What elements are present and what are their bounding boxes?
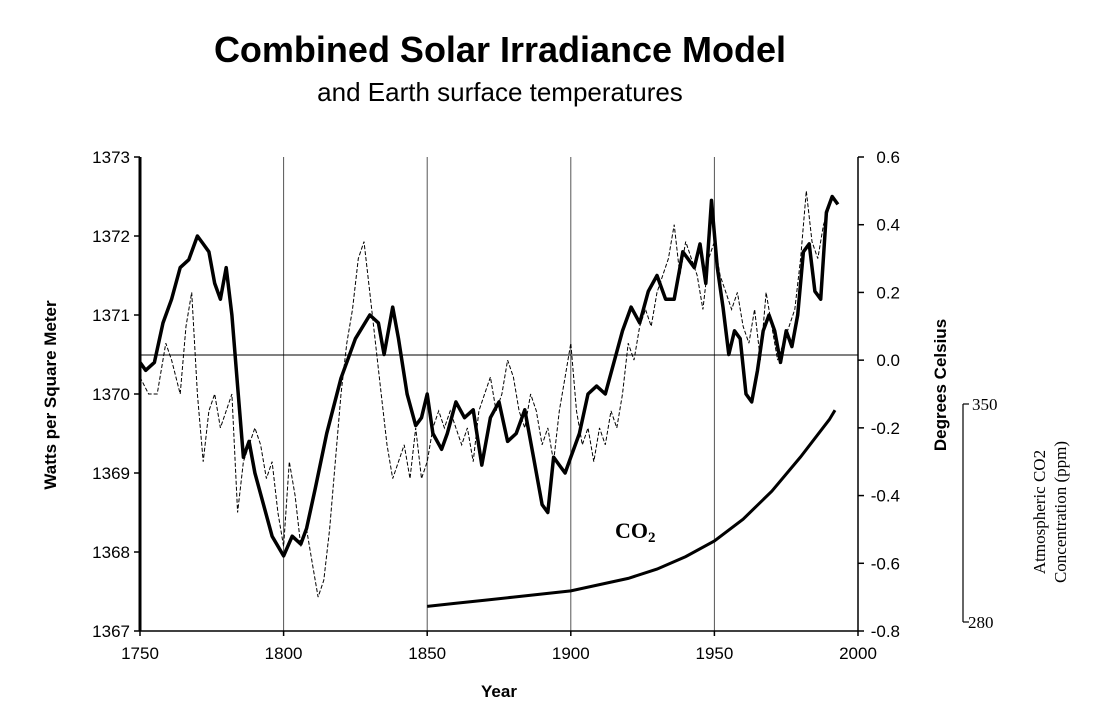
co2-axis-label-line2: Concentration (ppm) [1051, 441, 1070, 583]
y-left-tick-label-1369: 1369 [92, 464, 130, 483]
chart-title: Combined Solar Irradiance Model [214, 29, 786, 70]
y-right-tick-label-0.2: 0.2 [876, 283, 900, 302]
y-left-tick-label-1372: 1372 [92, 227, 130, 246]
x-tick-label-1900: 1900 [552, 644, 590, 663]
y-right-tick-label-0.0: 0.0 [876, 351, 900, 370]
y-left-axis-ticks: 1373 1372 1371 1370 1369 1368 1367 [92, 148, 140, 641]
y-left-tick-label-1367: 1367 [92, 622, 130, 641]
x-tick-label-1850: 1850 [408, 644, 446, 663]
solar-irradiance-series-line [138, 194, 840, 558]
co2-annotation: CO2 [615, 518, 656, 546]
x-axis-label: Year [481, 682, 517, 701]
y-right-tick-label--0.6: -0.6 [871, 554, 900, 573]
chart-subtitle: and Earth surface temperatures [317, 77, 683, 107]
y-left-axis-label: Watts per Square Meter [41, 300, 60, 490]
co2-tick-top: 350 [972, 395, 998, 414]
y-left-tick-label-1371: 1371 [92, 306, 130, 325]
y-right-tick-label-0.6: 0.6 [876, 148, 900, 167]
y-left-tick-label-1368: 1368 [92, 543, 130, 562]
x-tick-label-1750: 1750 [121, 644, 159, 663]
co2-axis: 350 280 Atmospheric CO2 Concentration (p… [962, 395, 1070, 632]
grid-lines [283, 157, 715, 631]
co2-tick-bottom: 280 [968, 613, 994, 632]
y-right-tick-label-0.4: 0.4 [876, 216, 900, 235]
co2-annotation-subscript: 2 [648, 530, 656, 546]
temperature-series-line [139, 190, 830, 598]
y-left-tick-label-1373: 1373 [92, 148, 130, 167]
co2-series-line [427, 409, 837, 608]
y-right-tick-label--0.2: -0.2 [871, 419, 900, 438]
y-right-axis-ticks: 0.6 0.4 0.2 0.0 -0.2 -0.4 -0.6 -0.8 [858, 148, 900, 641]
y-left-tick-label-1370: 1370 [92, 385, 130, 404]
y-right-axis-label: Degrees Celsius [931, 319, 950, 451]
y-right-tick-label--0.8: -0.8 [871, 622, 900, 641]
x-axis-ticks: 1750 1800 1850 1900 1950 2000 [121, 631, 877, 663]
x-tick-label-2000: 2000 [839, 644, 877, 663]
x-tick-label-1800: 1800 [265, 644, 303, 663]
co2-annotation-main: CO [615, 518, 648, 543]
x-tick-label-1950: 1950 [695, 644, 733, 663]
y-right-tick-label--0.4: -0.4 [871, 487, 900, 506]
co2-axis-label-line1: Atmospheric CO2 [1030, 450, 1049, 574]
